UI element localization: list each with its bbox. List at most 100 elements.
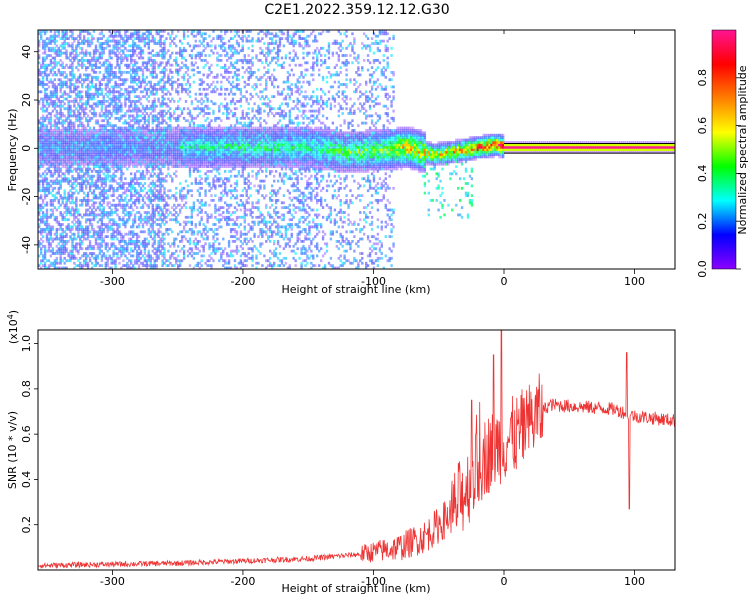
spectrogram-cell — [124, 71, 127, 74]
spectrogram-cell — [79, 235, 82, 239]
spectrogram-cell — [139, 39, 143, 43]
spectrogram-cell — [190, 68, 194, 72]
spectrogram-cell — [79, 136, 82, 140]
spectrogram-cell — [137, 56, 141, 60]
spectrogram-cell — [51, 37, 55, 41]
spectrogram-cell — [96, 177, 100, 181]
spectrogram-cell — [130, 232, 133, 236]
spectrogram-cell — [41, 177, 45, 181]
spectrogram-cell — [73, 75, 76, 79]
spectrogram-cell — [61, 119, 64, 123]
spectrogram-cell — [118, 85, 121, 89]
spectrogram-cell — [116, 97, 119, 101]
spectrogram-cell — [43, 249, 47, 253]
spectrogram-cell — [173, 208, 176, 212]
spectrogram-cell — [51, 61, 55, 65]
spectrogram-cell — [118, 143, 121, 147]
spectrogram-cell — [118, 194, 121, 198]
spectrogram-cell — [188, 155, 192, 159]
spectrogram-cell — [59, 78, 62, 82]
spectrogram-cell — [69, 252, 72, 255]
spectrogram-cell — [175, 261, 178, 265]
spectrogram-cell — [196, 100, 199, 103]
spectrogram-cell — [147, 177, 150, 181]
spectrogram-cell — [163, 56, 166, 60]
spectrogram-cell — [40, 143, 43, 147]
spectrogram-cell — [49, 61, 53, 65]
spectrogram-cell — [206, 237, 209, 241]
spectrogram-cell — [73, 191, 76, 195]
spectrogram-cell — [53, 153, 57, 156]
spectrogram-cell — [77, 167, 80, 171]
spectrogram-cell — [126, 49, 129, 53]
spectrogram-cell — [85, 68, 88, 72]
spectrogram-cell — [86, 208, 90, 212]
spectrogram-cell — [86, 237, 90, 241]
spectrogram-cell — [94, 264, 98, 268]
spectrogram-cell — [49, 59, 53, 62]
spectrogram-cell — [149, 213, 152, 217]
spectrogram-cell — [71, 256, 74, 260]
spectrogram-cell — [67, 167, 70, 171]
spectrogram-cell — [198, 266, 201, 269]
spectrogram-cell — [147, 114, 150, 118]
spectrogram-cell — [192, 121, 196, 125]
spectrogram-cell — [69, 237, 72, 241]
spectrogram-cell — [184, 206, 188, 210]
spectrogram-cell — [116, 109, 119, 113]
spectrogram-cell — [47, 141, 51, 144]
spectrogram-cell — [126, 87, 129, 91]
spectrogram-cell — [110, 141, 113, 144]
spectrogram-cell — [161, 133, 164, 137]
spectrogram-cell — [180, 206, 184, 210]
spectrogram-cell — [161, 104, 164, 108]
spectrogram-cell — [190, 206, 194, 210]
spectrogram-cell — [161, 184, 164, 188]
spectrogram-cell — [112, 30, 115, 33]
spectrogram-cell — [180, 85, 184, 89]
spectrogram-cell — [155, 114, 158, 118]
spectrogram-cell — [192, 203, 196, 207]
spectrogram-cell — [57, 153, 60, 156]
spectrogram-cell — [110, 112, 113, 115]
spectrogram-cell — [69, 85, 72, 89]
spectrogram-cell — [175, 116, 178, 120]
spectrogram-cell — [126, 150, 129, 154]
spectrogram-cell — [139, 126, 143, 130]
spectrogram-cell — [77, 90, 80, 94]
spectrogram-cell — [94, 92, 98, 96]
spectrogram-cell — [196, 141, 199, 144]
spectrogram-cell — [118, 150, 121, 154]
spectrogram-cell — [67, 37, 70, 41]
spectrogram-cell — [65, 32, 68, 36]
spectrogram-cell — [61, 259, 64, 263]
spectrogram-cell — [49, 155, 53, 159]
spectrogram-cell — [200, 254, 203, 258]
spectrogram-cell — [85, 78, 88, 82]
spectrogram-cell — [139, 37, 143, 41]
spectrogram-cell — [86, 129, 90, 132]
spectrogram-cell — [108, 143, 111, 147]
spectrogram-cell — [41, 78, 45, 82]
spectrogram-cell — [159, 196, 162, 200]
spectrogram-cell — [41, 104, 45, 108]
spectrogram-cell — [81, 141, 84, 144]
spectrogram-cell — [206, 165, 209, 169]
spectrogram-cell — [92, 232, 96, 236]
spectrogram-cell — [71, 66, 74, 70]
spectrogram-cell — [69, 126, 72, 130]
spectrogram-cell — [153, 109, 156, 113]
spectrogram-cell — [143, 80, 147, 84]
spectrogram-cell — [51, 143, 55, 147]
spectrogram-cell — [75, 228, 78, 231]
spectrogram-cell — [71, 121, 74, 125]
spectrogram-cell — [169, 92, 172, 96]
spectrogram-cell — [192, 116, 196, 120]
spectrogram-cell — [141, 155, 145, 159]
spectrogram-cell — [149, 143, 152, 147]
spectrogram-cell — [69, 80, 72, 84]
spectrogram-cell — [59, 237, 62, 241]
spectrogram-cell — [65, 145, 68, 149]
spectrogram-cell — [75, 247, 78, 251]
spectrogram-cell — [208, 182, 211, 185]
